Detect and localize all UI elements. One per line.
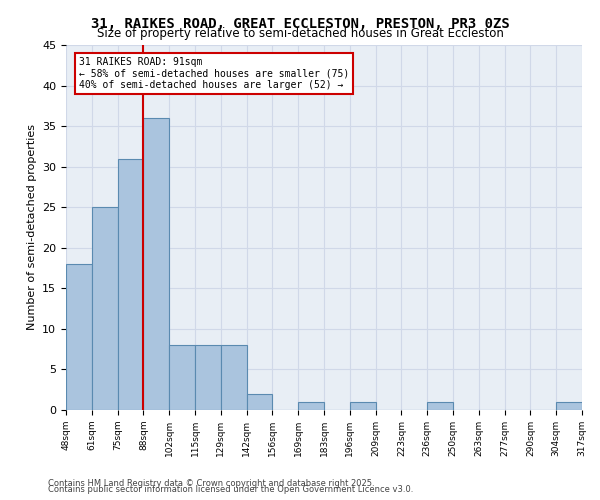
Bar — [195, 345, 221, 410]
Bar — [169, 345, 195, 410]
Bar — [427, 402, 453, 410]
Y-axis label: Number of semi-detached properties: Number of semi-detached properties — [26, 124, 37, 330]
Text: Contains HM Land Registry data © Crown copyright and database right 2025.: Contains HM Land Registry data © Crown c… — [48, 478, 374, 488]
Bar — [66, 264, 92, 410]
Text: 31, RAIKES ROAD, GREAT ECCLESTON, PRESTON, PR3 0ZS: 31, RAIKES ROAD, GREAT ECCLESTON, PRESTO… — [91, 18, 509, 32]
Bar — [143, 118, 169, 410]
Bar — [556, 402, 582, 410]
Text: Contains public sector information licensed under the Open Government Licence v3: Contains public sector information licen… — [48, 485, 413, 494]
Bar — [298, 402, 324, 410]
Text: Size of property relative to semi-detached houses in Great Eccleston: Size of property relative to semi-detach… — [97, 28, 503, 40]
Bar — [221, 345, 247, 410]
Bar — [118, 158, 143, 410]
Text: 31 RAIKES ROAD: 91sqm
← 58% of semi-detached houses are smaller (75)
40% of semi: 31 RAIKES ROAD: 91sqm ← 58% of semi-deta… — [79, 57, 349, 90]
Bar — [92, 207, 118, 410]
Bar — [350, 402, 376, 410]
Bar — [247, 394, 272, 410]
